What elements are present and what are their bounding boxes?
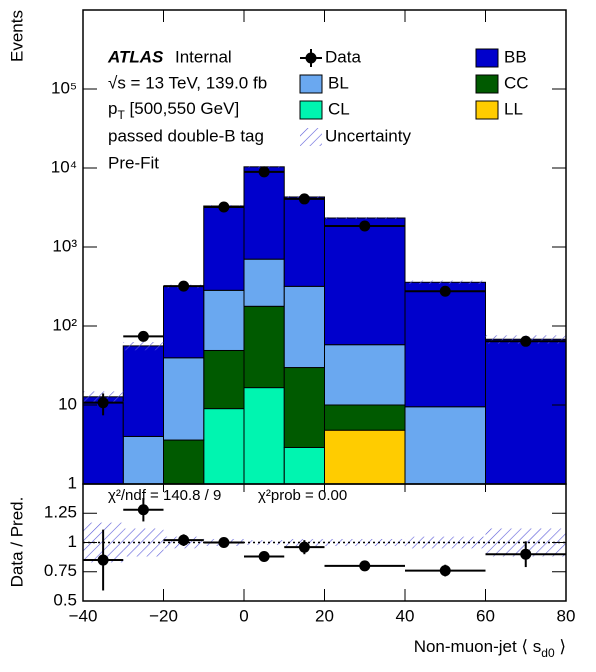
stack-bar	[324, 217, 406, 346]
data-point	[178, 280, 190, 292]
stack-bar	[485, 338, 567, 485]
ratio-y-tick-label: 0.75	[44, 561, 77, 580]
ratio-y-tick-label: 0.5	[53, 590, 77, 609]
legend-data-marker	[305, 52, 317, 64]
data-point	[520, 335, 532, 347]
ratio-point	[218, 537, 230, 548]
stack-bar	[404, 406, 486, 485]
x-tick-label: 80	[557, 606, 576, 625]
legend-label: BB	[504, 47, 527, 66]
pt-range: pT [500,550 GeV]	[108, 99, 239, 122]
legend-swatch	[300, 128, 322, 146]
data-point	[137, 330, 149, 342]
y-tick-label: 10⁵	[51, 78, 77, 97]
data-point	[218, 201, 230, 213]
ratio-y-tick-label: 1	[68, 532, 77, 551]
stack-bar	[324, 429, 406, 485]
y-tick-label: 10³	[52, 236, 77, 255]
x-tick-label: −40	[69, 606, 98, 625]
stack-bar	[203, 408, 245, 485]
stack-bar	[163, 439, 205, 485]
ratio-y-tick-label: 1.25	[44, 503, 77, 522]
pt-rest: [500,550 GeV]	[125, 99, 239, 118]
uncertainty-band	[123, 342, 164, 351]
stack-bar	[283, 446, 325, 485]
status: Internal	[175, 47, 232, 66]
legend-label: LL	[504, 99, 523, 118]
uncertainty-band	[324, 216, 405, 220]
ratio-point	[97, 554, 109, 566]
ratio-point	[520, 548, 532, 560]
ratio-point	[258, 551, 270, 563]
legend-label: CC	[504, 73, 529, 92]
stack-bar	[122, 435, 164, 485]
stack-bar	[324, 344, 406, 406]
pt-p: p	[108, 99, 117, 118]
x-tick-label: 40	[396, 606, 415, 625]
stack-bar	[404, 281, 486, 408]
stage: Pre-Fit	[108, 153, 159, 172]
x-tick-label: 0	[239, 606, 248, 625]
stack-bar	[203, 349, 245, 410]
legend-label: Data	[325, 47, 361, 66]
stack-bar	[243, 305, 285, 389]
chi2: χ²/ndf = 140.8 / 9	[108, 487, 221, 504]
ratio-point	[137, 504, 149, 516]
data-point	[439, 285, 451, 297]
stack-bar	[203, 289, 245, 351]
stack-bar	[283, 196, 325, 287]
ratio-uncertainty	[405, 536, 486, 549]
experiment: ATLAS	[107, 47, 164, 66]
x-axis-label: Non-muon-jet ⟨ sd0 ⟩	[414, 637, 566, 660]
stack-bar	[243, 258, 285, 307]
y-axis-label: Events	[7, 10, 26, 62]
data-point	[258, 166, 270, 178]
stack-bar	[324, 404, 406, 431]
stack-bar	[163, 357, 205, 441]
y-tick-label: 1	[68, 473, 77, 492]
x-tick-label: 60	[476, 606, 495, 625]
stack-bar	[283, 367, 325, 448]
y-tick-label: 10²	[52, 315, 77, 334]
y-tick-label: 10⁴	[51, 157, 77, 176]
data-point	[359, 220, 371, 232]
chi2prob: χ²prob = 0.00	[258, 487, 347, 504]
data-point	[298, 193, 310, 205]
x-tick-label: 20	[315, 606, 334, 625]
energy: √s = 13 TeV, 139.0 fb	[108, 73, 267, 92]
selection: passed double-B tag	[108, 126, 264, 145]
stack-bar	[203, 205, 245, 291]
y-tick-label: 10	[58, 394, 77, 413]
data-point	[97, 397, 109, 409]
x-axis-label-sub: d0	[541, 646, 555, 660]
x-axis-label-part: Non-muon-jet ⟨ s	[414, 637, 542, 656]
uncertainty-band	[405, 280, 486, 285]
stack-bar	[243, 166, 285, 260]
legend-swatch	[475, 74, 499, 94]
legend-label: CL	[328, 99, 350, 118]
stack-bar	[163, 285, 205, 359]
ratio-point	[178, 534, 190, 546]
legend-label: BL	[328, 73, 349, 92]
legend-swatch	[299, 74, 323, 94]
legend-label: Uncertainty	[325, 126, 411, 145]
pt-sub: T	[117, 108, 125, 122]
legend-swatch	[475, 100, 499, 120]
x-axis-label-part: ⟩	[555, 637, 566, 656]
x-tick-label: −20	[149, 606, 178, 625]
ratio-point	[298, 541, 310, 553]
stack-bar	[243, 387, 285, 485]
legend-swatch	[299, 100, 323, 120]
ratio-y-axis-label: Data / Pred.	[7, 497, 26, 588]
ratio-point	[439, 565, 451, 577]
ratio-point	[359, 560, 371, 572]
stack-bar	[122, 345, 164, 437]
stack-bar	[283, 285, 325, 369]
legend-swatch	[475, 48, 499, 68]
